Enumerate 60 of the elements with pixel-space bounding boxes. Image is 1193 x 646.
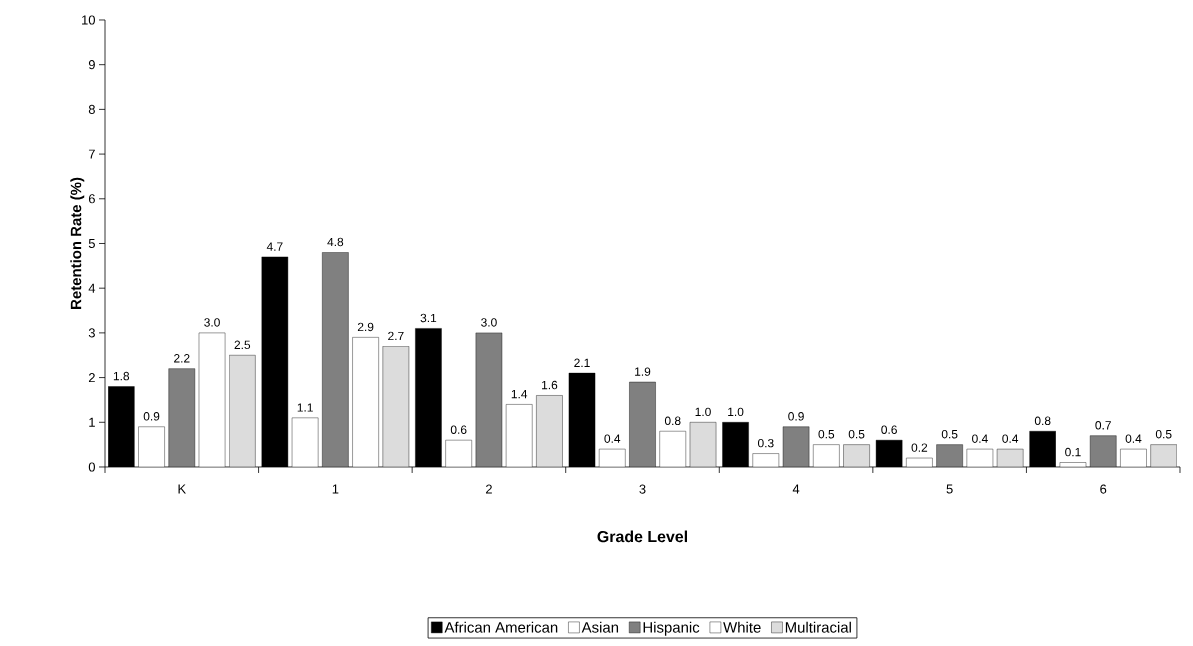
data-label: 1.9 xyxy=(635,367,651,376)
data-label: 1.0 xyxy=(695,407,711,417)
legend-label: White xyxy=(723,621,761,633)
y-tick-label: 0 xyxy=(88,462,95,472)
y-tick-label: 7 xyxy=(88,149,95,159)
data-label: 1.8 xyxy=(113,371,130,381)
data-label: 0.5 xyxy=(941,429,958,439)
y-axis-title: Retention Rate (%) xyxy=(70,177,85,309)
y-tick-label: 3 xyxy=(88,328,95,338)
data-label: 1.1 xyxy=(297,403,313,412)
data-label: 0.2 xyxy=(911,443,928,452)
data-label: 0.4 xyxy=(1002,434,1019,443)
data-label: 3.1 xyxy=(420,313,437,323)
data-label: 4.8 xyxy=(327,237,344,247)
data-label: 1.6 xyxy=(542,380,558,390)
data-label: 1.4 xyxy=(511,389,528,399)
data-label: 0.3 xyxy=(757,438,774,448)
data-label: 1.0 xyxy=(728,407,744,417)
x-tick-label: 5 xyxy=(946,484,953,494)
data-label: 0.8 xyxy=(664,416,681,426)
data-label: 0.8 xyxy=(1034,416,1051,426)
x-tick-label: K xyxy=(178,484,186,494)
data-label: 0.9 xyxy=(143,412,160,421)
legend-label: African American xyxy=(444,621,558,633)
x-tick-label: 1 xyxy=(332,484,339,494)
x-tick-label: 2 xyxy=(485,484,492,494)
data-label: 0.5 xyxy=(818,429,835,439)
y-tick-label: 2 xyxy=(88,373,95,383)
data-label: 0.4 xyxy=(1125,434,1142,443)
x-tick-label: 4 xyxy=(792,484,800,494)
data-label: 4.7 xyxy=(266,242,283,251)
data-label: 2.9 xyxy=(357,322,374,332)
data-label: 0.5 xyxy=(1155,429,1172,439)
data-label: 0.4 xyxy=(972,434,988,443)
data-label: 0.5 xyxy=(848,429,865,439)
x-tick-label: 3 xyxy=(639,484,646,494)
legend-label: Hispanic xyxy=(643,621,700,636)
data-label: 0.1 xyxy=(1065,447,1081,457)
data-label: 2.7 xyxy=(388,331,404,341)
y-tick-label: 8 xyxy=(88,104,95,114)
data-label: 0.9 xyxy=(788,412,804,421)
data-label: 2.2 xyxy=(174,354,190,363)
data-label: 3.0 xyxy=(204,318,220,327)
x-tick-label: 6 xyxy=(1100,484,1107,494)
data-label: 0.6 xyxy=(450,425,467,434)
y-tick-label: 10 xyxy=(82,15,95,25)
x-axis-title: Grade Level xyxy=(597,530,687,543)
y-tick-label: 9 xyxy=(88,60,95,70)
data-label: 2.5 xyxy=(234,340,251,350)
legend-label: Multiracial xyxy=(785,621,851,633)
y-tick-label: 5 xyxy=(88,238,95,248)
data-label: 0.7 xyxy=(1095,421,1111,430)
y-tick-label: 6 xyxy=(88,194,95,204)
y-tick-label: 4 xyxy=(88,283,96,293)
data-label: 2.1 xyxy=(574,358,590,367)
data-label: 0.4 xyxy=(604,434,621,443)
data-label: 0.6 xyxy=(881,425,897,434)
y-tick-label: 1 xyxy=(89,417,95,427)
data-label: 3.0 xyxy=(481,318,497,327)
legend-label: Asian xyxy=(581,621,619,633)
